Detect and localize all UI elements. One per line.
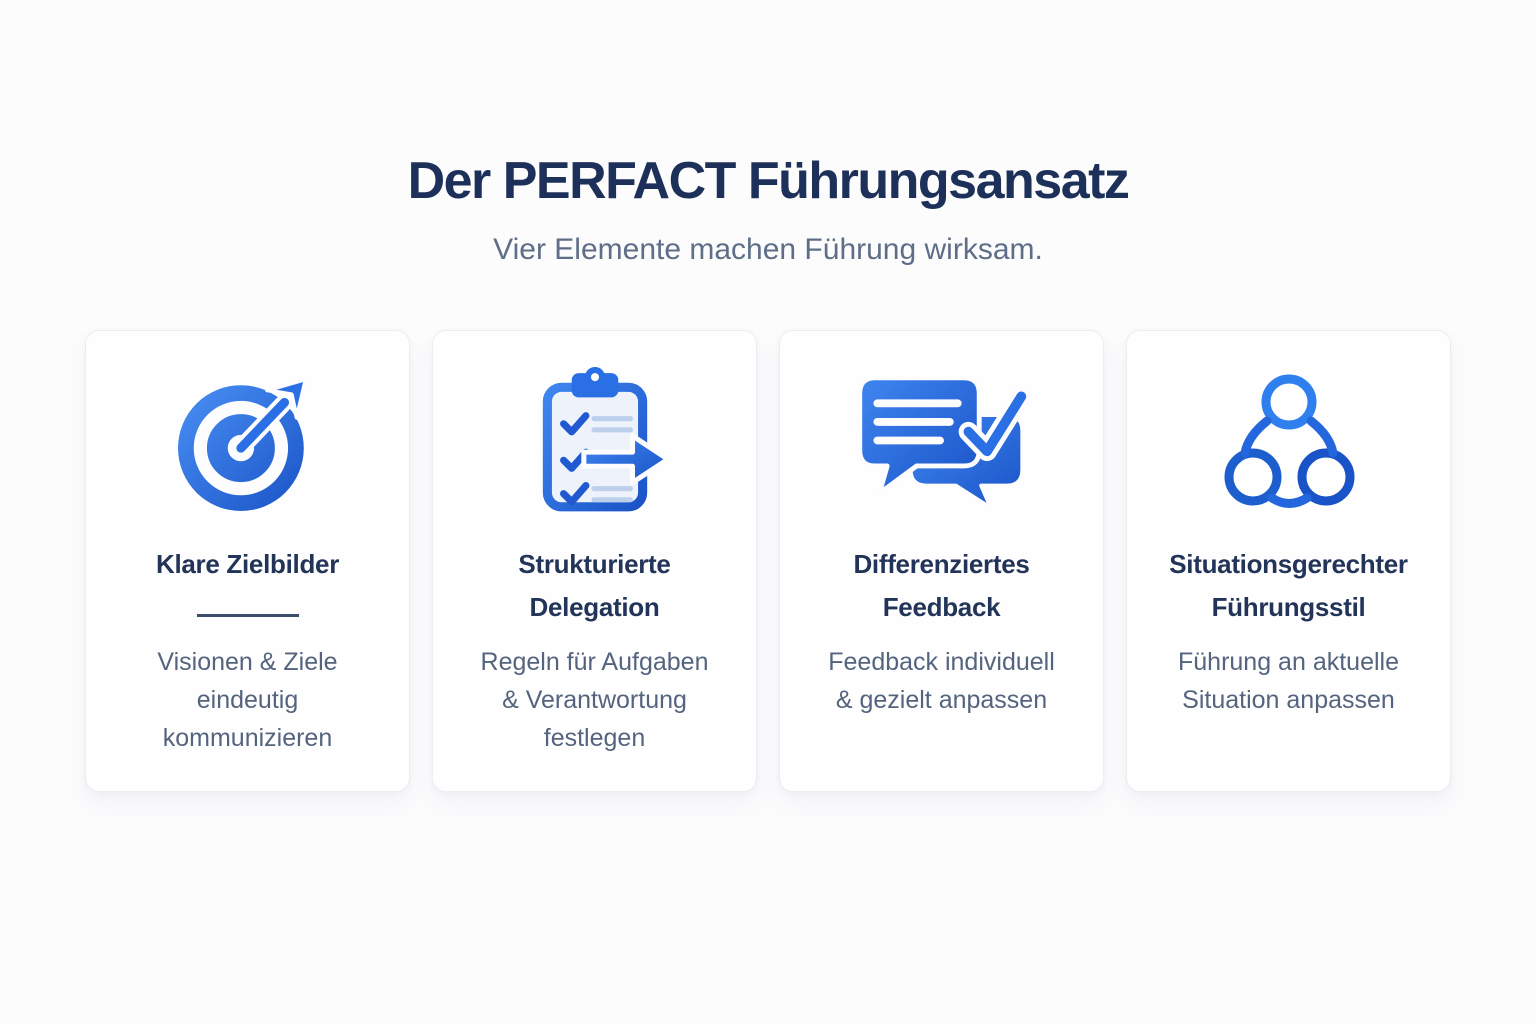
title-divider xyxy=(196,614,299,617)
card-title: Situationsgerechter Führungsstil xyxy=(1169,549,1408,622)
chat-check-icon xyxy=(796,365,1087,517)
page-title: Der PERFACT Führungsansatz xyxy=(407,152,1130,210)
card-klare-zielbilder: Klare Zielbilder Visionen & Ziele eindeu… xyxy=(85,330,410,792)
card-differenziertes-feedback: Differenziertes Feedback Feedback indivi… xyxy=(779,330,1104,792)
target-icon xyxy=(102,365,393,517)
card-row: Klare Zielbilder Visionen & Ziele eindeu… xyxy=(0,330,1536,792)
card-title: Differenziertes Feedback xyxy=(853,549,1030,622)
clipboard-arrow-icon xyxy=(449,365,740,517)
page-subtitle: Vier Elemente machen Führung wirksam. xyxy=(493,233,1043,266)
card-description: Feedback individuell & gezielt anpassen xyxy=(828,648,1055,714)
card-title: Strukturierte Delegation xyxy=(518,549,671,622)
page-header: Der PERFACT Führungsansatz Vier Elemente… xyxy=(0,0,1536,268)
card-description: Führung an aktuelle Situation anpassen xyxy=(1178,648,1399,714)
card-description: Visionen & Ziele eindeutig kommunizieren xyxy=(157,648,338,752)
card-strukturierte-delegation: Strukturierte Delegation Regeln für Aufg… xyxy=(432,330,757,792)
people-network-icon xyxy=(1143,365,1434,517)
card-title: Klare Zielbilder xyxy=(155,549,340,579)
card-situationsgerechter-fuehrungsstil: Situationsgerechter Führungsstil Führung… xyxy=(1126,330,1451,792)
card-description: Regeln für Aufgaben & Verantwortung fest… xyxy=(480,648,709,752)
